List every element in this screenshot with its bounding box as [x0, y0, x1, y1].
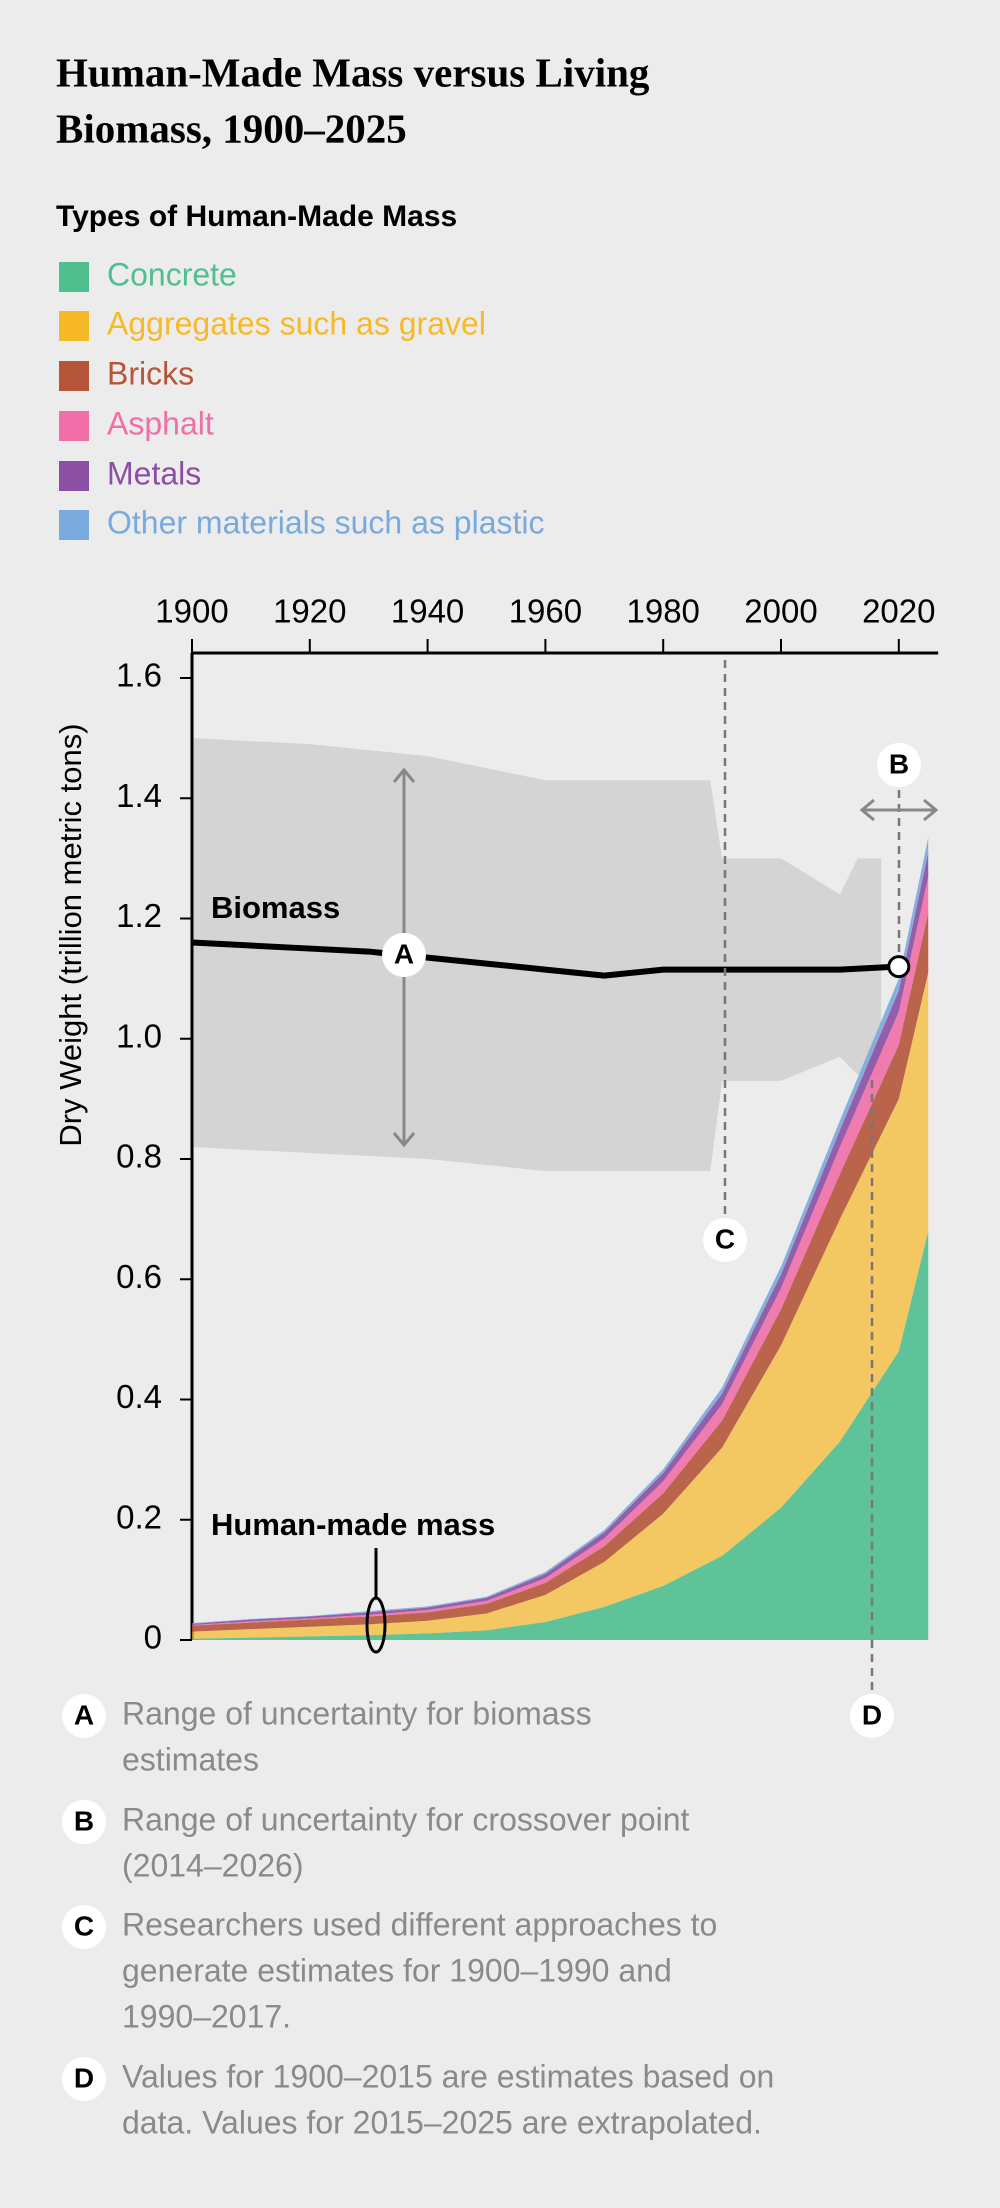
- legend-title: Types of Human-Made Mass: [56, 200, 457, 233]
- y-tick-label: 0.6: [116, 1258, 162, 1295]
- annotation-letter: A: [394, 938, 414, 969]
- note-marker: [62, 1800, 106, 1844]
- note-letter: A: [74, 1699, 94, 1730]
- x-tick-label: 2020: [862, 593, 935, 630]
- legend-label: Asphalt: [107, 405, 214, 441]
- chart-title: Human-Made Mass versus Living: [56, 49, 650, 95]
- note-marker: [62, 1694, 106, 1738]
- note-text: (2014–2026): [122, 1847, 303, 1883]
- y-tick-label: 1.6: [116, 657, 162, 694]
- note-letter: D: [74, 2062, 94, 2093]
- y-tick-label: 0.4: [116, 1378, 162, 1415]
- y-tick-label: 0.8: [116, 1138, 162, 1175]
- x-tick-label: 1920: [273, 593, 346, 630]
- x-tick-label: 1900: [155, 593, 228, 630]
- chart-title: Biomass, 1900–2025: [56, 105, 407, 151]
- legend-swatch: [59, 510, 89, 540]
- legend-label: Metals: [107, 455, 201, 491]
- x-tick-label: 1940: [391, 593, 464, 630]
- area: [192, 1231, 929, 1640]
- label-pointer: [365, 1596, 387, 1654]
- note-text: Range of uncertainty for biomass: [122, 1695, 592, 1731]
- note-text: generate estimates for 1900–1990 and: [122, 1952, 672, 1988]
- uncertainty-band: [192, 738, 882, 1172]
- crossover-point: [887, 955, 911, 979]
- legend-swatch: [59, 311, 89, 341]
- legend-label: Bricks: [107, 355, 194, 391]
- note-letter: B: [74, 1805, 94, 1836]
- annotation-marker: [850, 1694, 894, 1738]
- legend-swatch: [59, 411, 89, 441]
- y-tick-label: 0: [144, 1619, 162, 1656]
- x-tick-label: 1960: [509, 593, 582, 630]
- annotation-marker: [703, 1218, 747, 1262]
- legend-label: Aggregates such as gravel: [107, 305, 486, 341]
- annotation-marker: [382, 933, 426, 977]
- annotation-marker: [877, 743, 921, 787]
- y-tick-label: 1.0: [116, 1017, 162, 1054]
- series-label: Human-made mass: [211, 1507, 495, 1542]
- note-marker: [62, 1905, 106, 1949]
- legend-swatch: [59, 361, 89, 391]
- note-text: 1990–2017.: [122, 1998, 291, 2034]
- note-text: Values for 1900–2015 are estimates based…: [122, 2058, 774, 2094]
- series-label: Biomass: [211, 890, 340, 925]
- annotation-letter: C: [715, 1223, 735, 1254]
- annotation-letter: B: [889, 748, 909, 779]
- note-text: estimates: [122, 1741, 259, 1777]
- note-marker: [62, 2057, 106, 2101]
- legend-label: Concrete: [107, 256, 237, 292]
- y-tick-label: 0.2: [116, 1498, 162, 1535]
- note-text: Researchers used different approaches to: [122, 1906, 717, 1942]
- y-tick-label: 1.2: [116, 897, 162, 934]
- arrow-head: [859, 798, 939, 822]
- biomass-line: [191, 939, 899, 979]
- legend-label: Other materials such as plastic: [107, 504, 545, 540]
- note-letter: C: [74, 1910, 94, 1941]
- y-tick-label: 1.4: [116, 777, 162, 814]
- legend-swatch: [59, 262, 89, 292]
- note-text: data. Values for 2015–2025 are extrapola…: [122, 2104, 762, 2140]
- x-tick-label: 2000: [744, 593, 817, 630]
- x-tick-label: 1980: [626, 593, 699, 630]
- area: [192, 972, 929, 1639]
- arrow-head: [392, 767, 416, 1148]
- note-text: Range of uncertainty for crossover point: [122, 1801, 690, 1837]
- y-axis-title: Dry Weight (trillion metric tons): [53, 723, 88, 1146]
- legend-swatch: [59, 461, 89, 491]
- annotation-letter: D: [862, 1699, 882, 1730]
